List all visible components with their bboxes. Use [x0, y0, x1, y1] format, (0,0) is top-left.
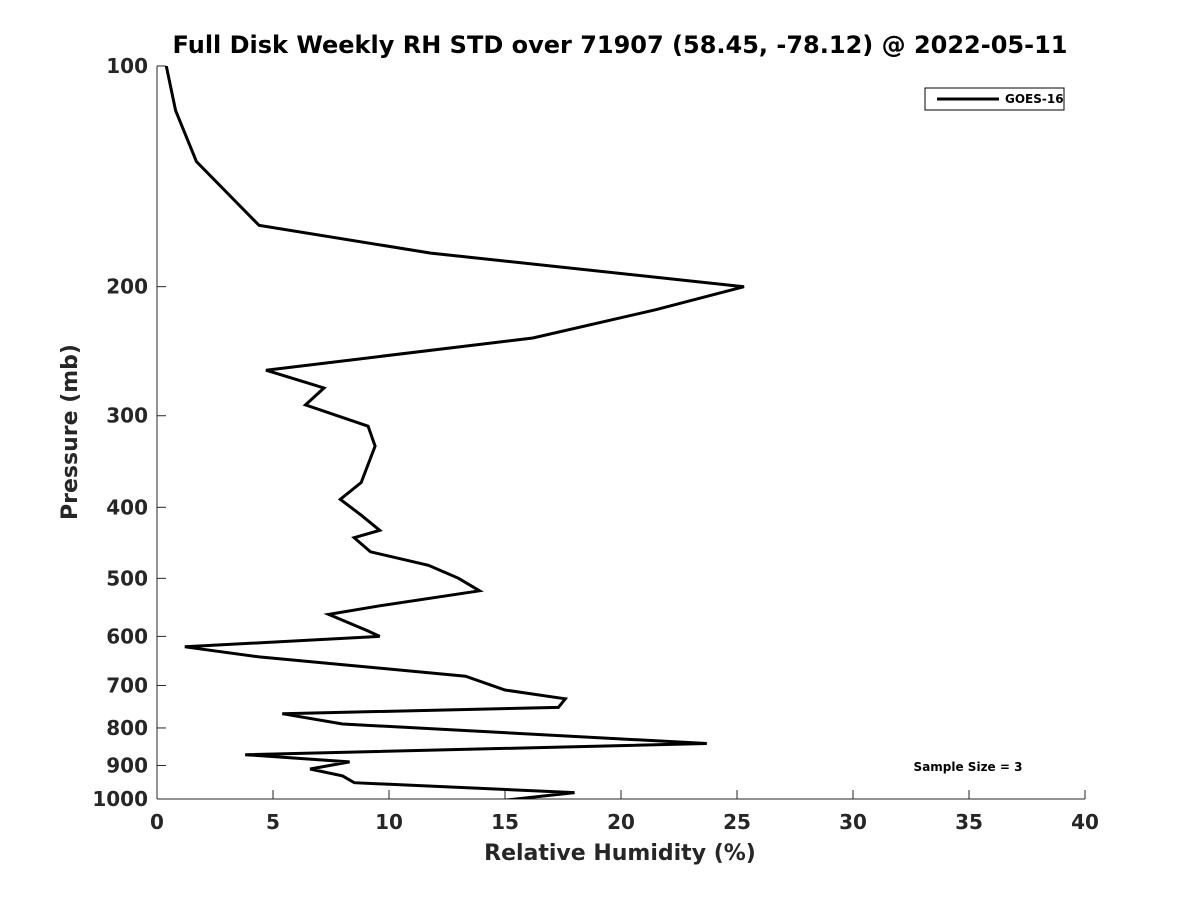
x-tick-label: 10 [375, 810, 403, 834]
x-axis-label: Relative Humidity (%) [484, 841, 756, 866]
y-axis-label: Pressure (mb) [58, 344, 83, 520]
plot-area: 0 5 10 15 20 25 30 35 40 100 200 300 400 500 600 700 800… [92, 54, 1099, 834]
series-line-goes-16 [164, 66, 745, 799]
y-tick-label: 500 [106, 566, 148, 590]
x-tick-label: 35 [955, 810, 983, 834]
y-tick-label: 300 [106, 404, 148, 428]
x-tick-label: 0 [150, 810, 164, 834]
sample-size-annotation: Sample Size = 3 [914, 760, 1023, 774]
legend: GOES-16 [924, 87, 1065, 111]
y-tick-label: 100 [106, 54, 148, 78]
chart-title: Full Disk Weekly RH STD over 71907 (58.4… [173, 31, 1068, 59]
x-tick-label: 30 [839, 810, 867, 834]
y-tick-label: 1000 [92, 787, 148, 811]
y-tick-label: 800 [106, 716, 148, 740]
x-tick-label: 40 [1071, 810, 1099, 834]
x-tick-label: 25 [723, 810, 751, 834]
x-tick-label: 15 [491, 810, 519, 834]
y-tick-label: 400 [106, 495, 148, 519]
y-tick-label: 600 [106, 624, 148, 648]
x-tick-label: 20 [607, 810, 635, 834]
x-tick-label: 5 [266, 810, 280, 834]
y-tick-label: 200 [106, 275, 148, 299]
y-tick-label: 700 [106, 673, 148, 697]
y-tick-label: 900 [106, 753, 148, 777]
legend-label-goes-16: GOES-16 [1005, 92, 1064, 106]
